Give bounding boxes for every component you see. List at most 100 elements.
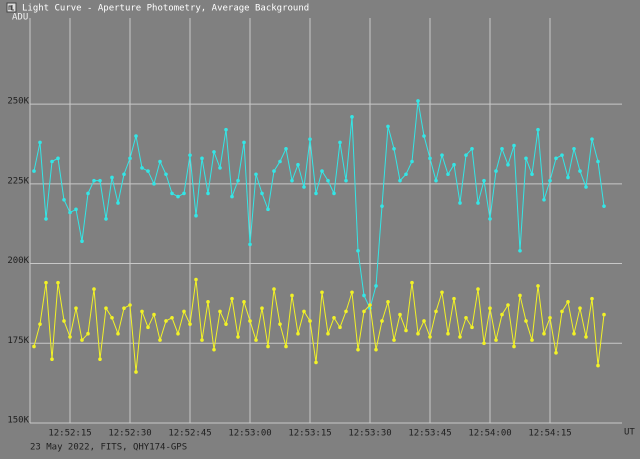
data-point bbox=[74, 306, 78, 310]
data-point bbox=[350, 115, 354, 119]
data-point bbox=[536, 127, 540, 132]
data-point bbox=[512, 344, 516, 349]
x-axis-label: UT bbox=[624, 428, 635, 438]
data-point bbox=[356, 347, 360, 352]
data-point bbox=[188, 322, 192, 326]
data-point bbox=[164, 172, 168, 177]
data-point bbox=[440, 153, 444, 157]
data-point bbox=[92, 287, 96, 291]
data-point bbox=[332, 191, 336, 196]
x-tick-label: 12:52:45 bbox=[168, 429, 211, 439]
data-point bbox=[140, 309, 144, 314]
data-point bbox=[284, 146, 288, 151]
data-point bbox=[44, 280, 48, 285]
data-point bbox=[194, 277, 198, 282]
data-point bbox=[380, 319, 384, 323]
data-point bbox=[296, 331, 300, 336]
data-point bbox=[338, 140, 342, 145]
data-point bbox=[338, 325, 342, 330]
data-point bbox=[482, 341, 486, 346]
series-line bbox=[33, 100, 605, 310]
data-point bbox=[380, 204, 384, 208]
data-point bbox=[278, 322, 282, 326]
data-point bbox=[260, 191, 264, 196]
data-point bbox=[392, 146, 396, 151]
data-point bbox=[548, 178, 552, 183]
data-point bbox=[530, 338, 534, 342]
data-point bbox=[428, 156, 432, 161]
data-point bbox=[464, 153, 468, 157]
data-point bbox=[410, 159, 414, 164]
data-point bbox=[422, 319, 426, 323]
data-point bbox=[398, 312, 402, 317]
data-point bbox=[446, 172, 450, 177]
data-point bbox=[92, 178, 96, 183]
data-point bbox=[320, 290, 324, 295]
data-point bbox=[230, 296, 234, 301]
data-point bbox=[32, 344, 36, 349]
data-point bbox=[434, 309, 438, 314]
data-point bbox=[176, 194, 180, 199]
data-point bbox=[326, 331, 330, 336]
data-point bbox=[56, 280, 60, 285]
data-point bbox=[182, 309, 186, 314]
data-point bbox=[86, 191, 90, 196]
data-point bbox=[518, 293, 522, 298]
y-axis-label: ADU bbox=[12, 13, 28, 23]
data-point bbox=[482, 178, 486, 183]
data-point bbox=[524, 319, 528, 323]
x-tick-label: 12:53:45 bbox=[408, 429, 451, 439]
data-point bbox=[248, 242, 252, 247]
data-point bbox=[434, 178, 438, 183]
data-point bbox=[152, 182, 156, 186]
data-point bbox=[248, 319, 252, 323]
data-point bbox=[386, 124, 390, 129]
data-point bbox=[278, 159, 282, 164]
data-point bbox=[104, 217, 108, 221]
data-point bbox=[494, 169, 498, 173]
data-point bbox=[422, 134, 426, 138]
data-point bbox=[560, 153, 564, 157]
data-point bbox=[416, 99, 420, 103]
data-point bbox=[146, 169, 150, 173]
data-point bbox=[188, 153, 192, 157]
data-point bbox=[554, 351, 558, 355]
data-point bbox=[74, 207, 78, 212]
data-point bbox=[122, 306, 126, 310]
data-point bbox=[512, 143, 516, 148]
data-point bbox=[488, 306, 492, 310]
data-point bbox=[236, 178, 240, 183]
data-point bbox=[128, 303, 132, 307]
data-point bbox=[170, 191, 174, 196]
data-point bbox=[596, 363, 600, 368]
data-point bbox=[506, 162, 510, 167]
data-point bbox=[98, 178, 102, 183]
data-point bbox=[392, 338, 396, 342]
data-point bbox=[128, 156, 132, 161]
data-point bbox=[416, 331, 420, 336]
data-point bbox=[494, 338, 498, 342]
data-point bbox=[374, 284, 378, 288]
data-point bbox=[368, 303, 372, 307]
data-point bbox=[584, 335, 588, 339]
y-tick-label: 200K bbox=[7, 256, 29, 266]
data-point bbox=[452, 296, 456, 301]
data-point bbox=[464, 315, 468, 320]
x-tick-label: 12:54:15 bbox=[528, 429, 571, 439]
data-point bbox=[308, 319, 312, 323]
data-point bbox=[500, 312, 504, 317]
data-point bbox=[446, 331, 450, 336]
y-tick-label: 175K bbox=[7, 336, 29, 346]
data-point bbox=[506, 303, 510, 307]
data-point bbox=[272, 287, 276, 291]
chart-title: Light Curve - Aperture Photometry, Avera… bbox=[22, 4, 309, 14]
data-point bbox=[224, 322, 228, 326]
data-point bbox=[116, 201, 120, 205]
data-point bbox=[110, 315, 114, 320]
x-tick-label: 12:54:00 bbox=[468, 429, 511, 439]
data-point bbox=[326, 178, 330, 183]
x-tick-label: 12:52:30 bbox=[108, 429, 151, 439]
data-point bbox=[206, 300, 210, 304]
data-point bbox=[104, 306, 108, 310]
x-tick-label: 12:53:30 bbox=[348, 429, 391, 439]
